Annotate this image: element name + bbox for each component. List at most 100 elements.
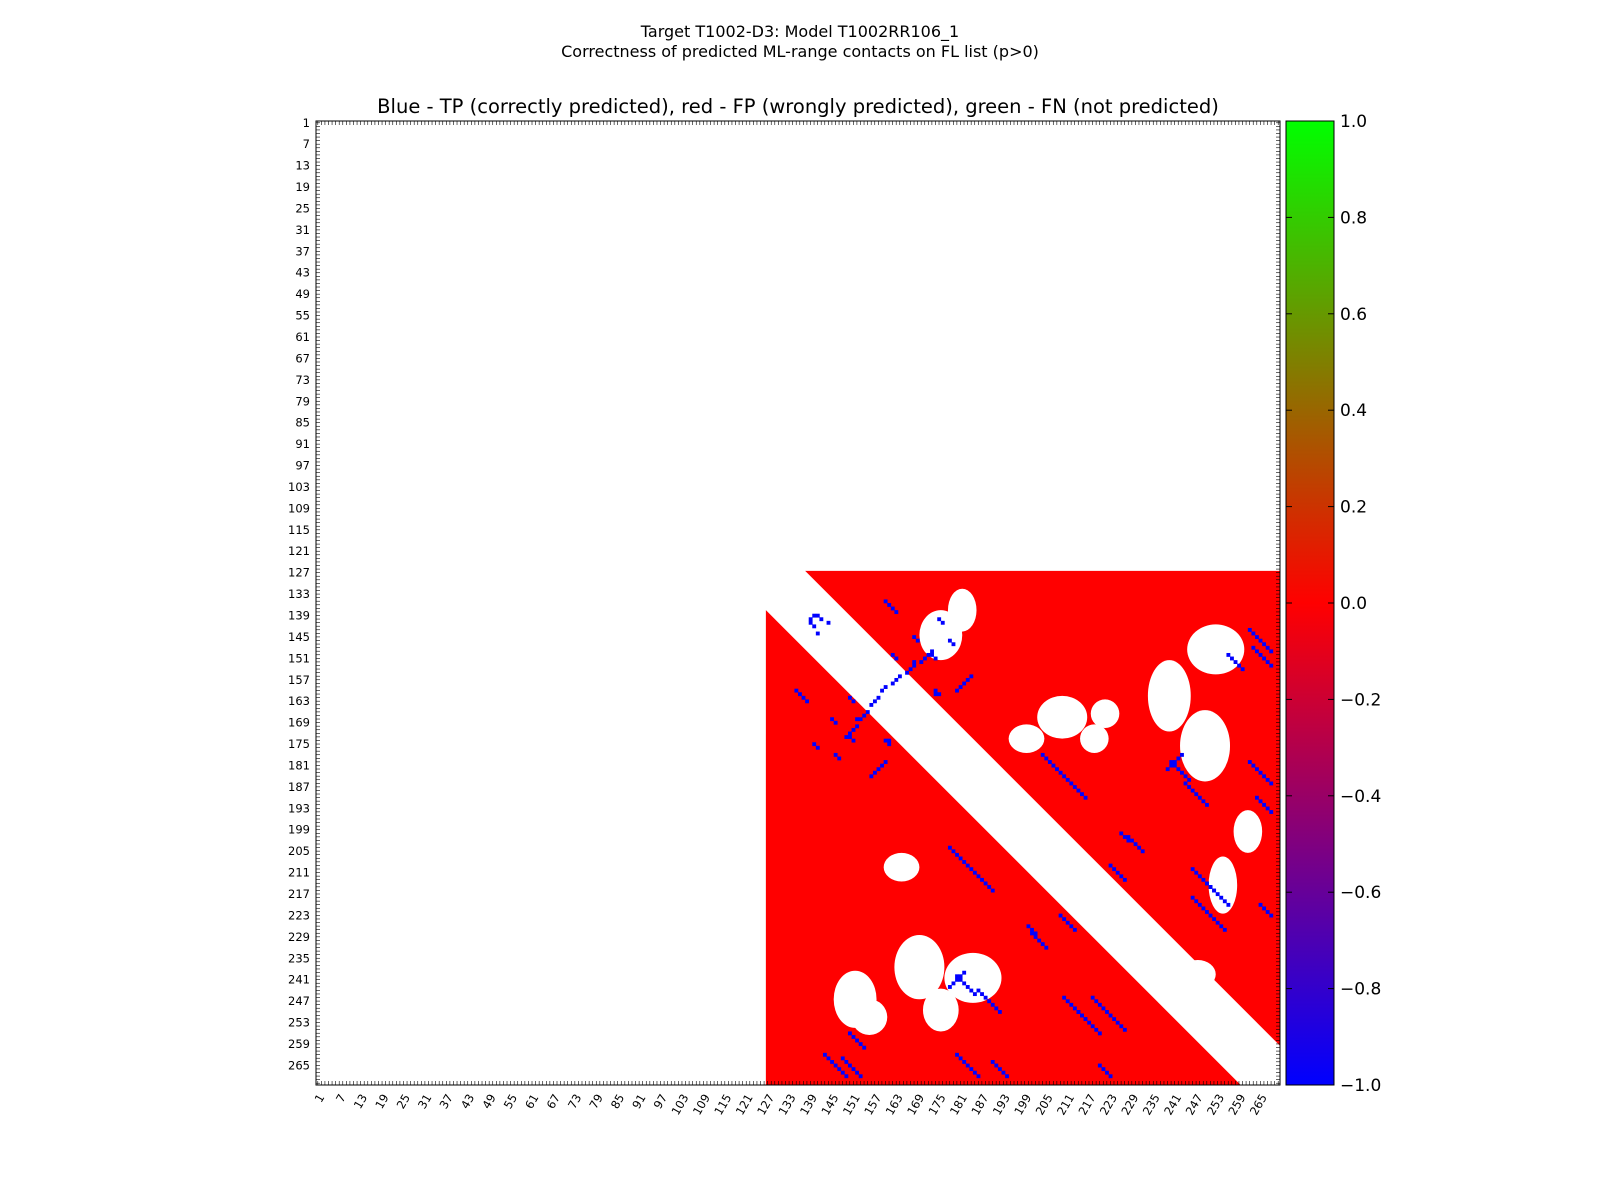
y-tick-label: 259	[288, 1037, 310, 1051]
tp-cell	[958, 1056, 963, 1061]
tp-cell	[858, 717, 863, 722]
no-prediction-patch	[1080, 724, 1109, 753]
tp-cell	[798, 692, 802, 697]
tp-cell	[1258, 652, 1263, 657]
tp-cell	[962, 860, 967, 864]
tp-cell	[1269, 649, 1274, 654]
tp-cell	[1087, 1020, 1092, 1025]
no-prediction-patch	[1233, 810, 1263, 853]
tp-cell	[1230, 656, 1234, 661]
y-tick-label: 115	[288, 523, 310, 537]
tp-cell	[1255, 767, 1259, 772]
tp-cell	[819, 617, 824, 622]
tp-cell	[833, 1063, 838, 1068]
y-tick-label: 19	[295, 180, 310, 194]
tp-cell	[987, 999, 992, 1004]
y-tick-label: 121	[288, 544, 310, 558]
tp-cell	[1255, 795, 1259, 800]
x-tick-label: 211	[1054, 1092, 1077, 1118]
colorbar-tick-label: −0.6	[1340, 883, 1381, 903]
tp-cell	[1047, 760, 1052, 764]
tp-cell	[1112, 867, 1117, 872]
tp-cell	[1194, 792, 1199, 797]
x-tick-label: 61	[522, 1092, 541, 1112]
tp-cell	[1247, 760, 1252, 764]
tp-cell	[1101, 1067, 1106, 1072]
no-prediction-patch	[1147, 660, 1191, 732]
tp-cell	[1069, 1002, 1074, 1007]
tp-cell	[1001, 1070, 1006, 1075]
tp-cell	[1269, 663, 1274, 668]
y-tick-label: 235	[288, 951, 310, 965]
tp-cell	[1262, 656, 1267, 661]
tp-cell	[1065, 999, 1070, 1004]
y-tick-label: 103	[288, 480, 310, 494]
tp-cell	[1040, 942, 1045, 947]
tp-cell	[851, 1067, 856, 1072]
tp-cell	[894, 677, 899, 682]
colorbar-tick-label: 0.8	[1340, 208, 1367, 228]
tp-cell	[801, 695, 806, 700]
tp-cell	[1265, 660, 1270, 664]
tp-cell	[994, 1006, 999, 1011]
tp-cell	[1219, 895, 1224, 900]
tp-cell	[876, 695, 881, 700]
tp-cell	[1169, 760, 1174, 764]
y-tick-label: 1	[303, 116, 310, 130]
tp-cell	[1258, 770, 1263, 775]
tp-cell	[972, 992, 977, 997]
tp-cell	[851, 738, 856, 743]
tp-cell	[840, 1070, 845, 1075]
tp-cell	[1208, 885, 1213, 889]
tp-cell	[947, 985, 952, 989]
x-tick-label: 91	[629, 1092, 648, 1112]
x-tick-label: 37	[436, 1092, 455, 1112]
tp-cell	[1065, 777, 1070, 782]
tp-cell	[883, 760, 888, 764]
x-tick-label: 115	[711, 1092, 734, 1118]
tp-cell	[844, 1074, 849, 1079]
tp-cell	[1197, 902, 1202, 907]
y-tick-label: 151	[288, 651, 310, 665]
tp-cell	[1133, 842, 1138, 847]
x-tick-label: 127	[754, 1092, 777, 1118]
y-tick-label: 169	[288, 716, 310, 730]
no-prediction-patch	[894, 935, 945, 1000]
no-prediction-patch	[1187, 624, 1245, 675]
tp-cell	[1026, 924, 1031, 929]
y-tick-label: 145	[288, 630, 310, 644]
tp-cell	[1219, 924, 1224, 929]
y-tick-label: 139	[288, 608, 310, 622]
no-prediction-patch	[947, 588, 977, 632]
x-tick-label: 73	[565, 1092, 584, 1112]
tp-cell	[1119, 831, 1124, 836]
tp-cell	[1226, 652, 1231, 657]
tp-cell	[1005, 1074, 1009, 1079]
x-tick-label: 43	[458, 1092, 477, 1112]
tp-cell	[933, 692, 938, 697]
tp-cell	[1112, 1017, 1117, 1022]
tp-cell	[1255, 649, 1259, 654]
tp-cell	[855, 717, 859, 722]
tp-cell	[1205, 881, 1209, 886]
tp-cell	[1055, 767, 1059, 772]
tp-cell	[872, 770, 877, 775]
tp-cell	[1108, 1013, 1113, 1018]
tp-cell	[958, 974, 963, 979]
x-tick-label: 133	[776, 1092, 799, 1118]
tp-cell	[976, 988, 981, 993]
y-tick-label: 229	[288, 930, 310, 944]
tp-cell	[847, 1063, 852, 1068]
tp-cell	[1265, 645, 1270, 650]
y-tick-label: 247	[288, 994, 310, 1008]
tp-cell	[847, 695, 852, 700]
colorbar-tick-label: 0.4	[1340, 401, 1367, 421]
y-tick-label: 97	[295, 459, 310, 473]
x-tick-label: 181	[947, 1092, 970, 1118]
tp-cell	[976, 874, 981, 879]
tp-cell	[1115, 1020, 1120, 1025]
y-tick-label: 25	[295, 201, 310, 215]
tp-cell	[1262, 906, 1267, 911]
tp-cell	[962, 981, 967, 986]
